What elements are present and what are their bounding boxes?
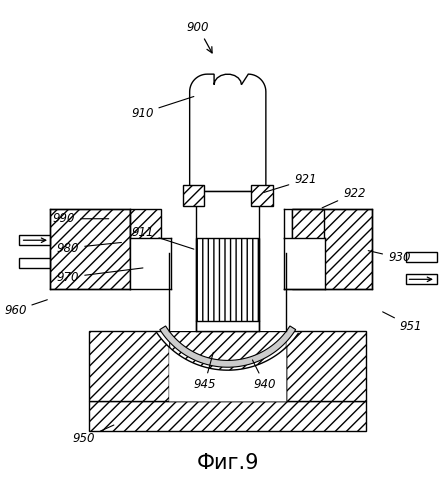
Polygon shape xyxy=(190,74,266,192)
Text: 922: 922 xyxy=(322,187,366,208)
Text: 980: 980 xyxy=(57,242,121,254)
Text: 951: 951 xyxy=(383,312,422,332)
Text: 940: 940 xyxy=(253,360,276,392)
Polygon shape xyxy=(157,331,298,402)
Bar xyxy=(89,402,366,430)
Text: 945: 945 xyxy=(193,352,215,392)
Bar xyxy=(292,209,323,260)
Bar xyxy=(183,184,204,206)
Text: 900: 900 xyxy=(187,20,212,53)
Text: 930: 930 xyxy=(368,250,410,264)
Bar xyxy=(130,209,161,260)
Bar xyxy=(259,253,286,331)
Bar xyxy=(405,274,437,284)
Text: Фиг.9: Фиг.9 xyxy=(197,453,259,473)
Bar xyxy=(286,331,366,402)
Bar xyxy=(130,238,171,289)
Bar xyxy=(251,184,273,206)
Bar xyxy=(89,331,169,402)
Text: 911: 911 xyxy=(131,226,194,249)
Text: 970: 970 xyxy=(57,268,143,284)
Bar xyxy=(19,236,50,245)
Text: 990: 990 xyxy=(53,212,109,225)
Bar xyxy=(169,253,197,331)
Bar xyxy=(197,192,259,331)
Bar xyxy=(292,209,372,289)
Bar xyxy=(169,331,286,402)
Text: 950: 950 xyxy=(73,425,114,445)
Text: 960: 960 xyxy=(4,300,47,317)
Bar xyxy=(405,252,437,262)
Bar xyxy=(284,238,325,289)
Text: 921: 921 xyxy=(263,173,317,193)
Polygon shape xyxy=(160,326,296,367)
Bar xyxy=(19,258,50,268)
Bar xyxy=(197,238,259,322)
Text: 910: 910 xyxy=(131,96,194,120)
Bar xyxy=(50,209,130,289)
